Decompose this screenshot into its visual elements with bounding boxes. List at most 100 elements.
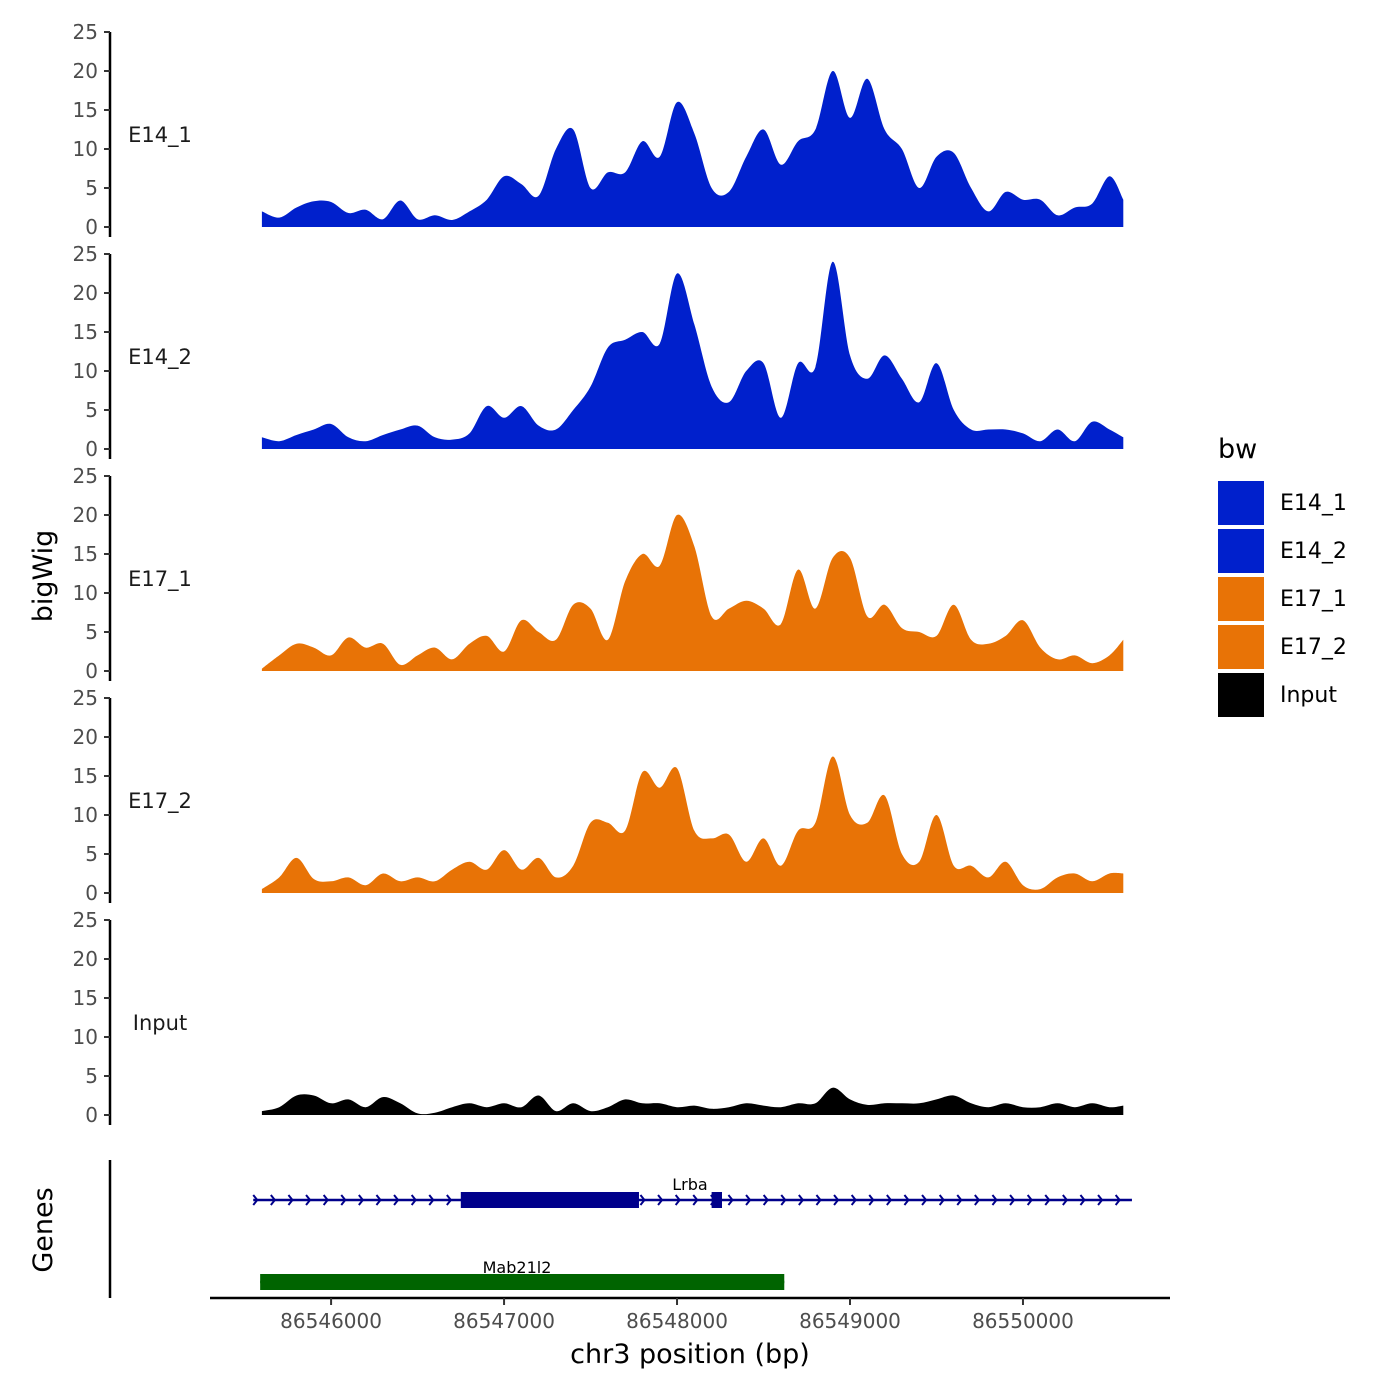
strand-arrow	[1097, 1194, 1104, 1206]
exon	[460, 1192, 639, 1208]
exon	[711, 1192, 722, 1208]
x-tick-label: 86547000	[453, 1309, 555, 1333]
x-tick-label: 86549000	[799, 1309, 901, 1333]
y-tick-label: 25	[73, 242, 98, 266]
strand-arrow	[1114, 1194, 1121, 1206]
gene-lrba: Lrba	[252, 1175, 1132, 1208]
y-tick-label: 5	[85, 842, 98, 866]
gene-mab21l2: Mab21l2	[260, 1258, 785, 1290]
signal-area	[261, 1087, 1124, 1115]
track-label: E14_2	[128, 345, 192, 370]
y-tick-label: 15	[73, 542, 98, 566]
strand-arrow	[446, 1194, 453, 1206]
strand-arrow	[252, 1194, 259, 1206]
legend-key-e17-2	[1218, 625, 1264, 669]
track-label: E17_1	[128, 567, 192, 592]
strand-arrow	[762, 1194, 769, 1206]
y-tick-label: 20	[73, 281, 98, 305]
strand-arrow	[956, 1194, 963, 1206]
x-tick-label: 86546000	[280, 1309, 382, 1333]
legend-key-e17-1	[1218, 577, 1264, 621]
y-tick-label: 15	[73, 986, 98, 1010]
x-tick-label: 86548000	[626, 1309, 728, 1333]
strand-arrow	[903, 1194, 910, 1206]
strand-arrow	[639, 1194, 646, 1206]
legend-label: E17_2	[1280, 635, 1347, 660]
track-label: Input	[133, 1011, 187, 1035]
y-tick-label: 15	[73, 320, 98, 344]
strand-arrow	[868, 1194, 875, 1206]
legend-label: E14_2	[1280, 539, 1347, 564]
strand-arrow	[850, 1194, 857, 1206]
track-e14-2: 0 5 10 15 20 25 E14_2	[73, 242, 1124, 461]
y-tick-label: 20	[73, 59, 98, 83]
strand-arrow	[322, 1194, 329, 1206]
y-tick-label: 20	[73, 503, 98, 527]
gene-label: Lrba	[672, 1175, 707, 1194]
signal-area	[261, 756, 1124, 893]
strand-arrow	[1009, 1194, 1016, 1206]
track-e14-1: 0 5 10 15 20 25 E14_1	[73, 20, 1124, 239]
strand-arrow	[674, 1194, 681, 1206]
strand-arrow	[780, 1194, 787, 1206]
y-tick-label: 15	[73, 98, 98, 122]
legend-label: Input	[1280, 683, 1337, 708]
gene-label: Mab21l2	[483, 1258, 552, 1277]
y-tick-label: 25	[73, 686, 98, 710]
strand-arrow	[991, 1194, 998, 1206]
y-tick-label: 0	[85, 1103, 98, 1127]
y-axis-title: bigWig	[28, 530, 59, 623]
strand-arrow	[692, 1194, 699, 1206]
y-tick-label: 20	[73, 947, 98, 971]
track-label: E17_2	[128, 789, 192, 814]
strand-arrow	[410, 1194, 417, 1206]
y-tick-label: 10	[73, 359, 98, 383]
strand-arrow	[745, 1194, 752, 1206]
y-tick-label: 0	[85, 215, 98, 239]
legend: bw E14_1 E14_2 E17_1 E17_2 Input	[1218, 434, 1347, 717]
strand-arrow	[886, 1194, 893, 1206]
legend-key-e14-2	[1218, 529, 1264, 573]
strand-arrow	[1026, 1194, 1033, 1206]
track-label: E14_1	[128, 123, 192, 148]
y-tick-label: 15	[73, 764, 98, 788]
strand-arrow	[375, 1194, 382, 1206]
track-e17-1: 0 5 10 15 20 25 E17_1	[73, 464, 1124, 683]
strand-arrow	[833, 1194, 840, 1206]
genes-track-title: Genes	[28, 1187, 59, 1272]
y-tick-label: 25	[73, 464, 98, 488]
y-tick-label: 25	[73, 20, 98, 44]
legend-key-input	[1218, 673, 1264, 717]
x-tick-label: 86550000	[972, 1309, 1074, 1333]
legend-title: bw	[1218, 434, 1257, 465]
y-tick-label: 5	[85, 620, 98, 644]
strand-arrow	[798, 1194, 805, 1206]
track-e17-2: 0 5 10 15 20 25 E17_2	[73, 686, 1124, 905]
bigwig-tracks: 0 5 10 15 20 25 E14_1 0 5 10 15 20 25 E14_2 0 5 10 15 20 25…	[73, 20, 1124, 1127]
y-tick-label: 10	[73, 137, 98, 161]
y-tick-label: 25	[73, 908, 98, 932]
y-tick-label: 0	[85, 881, 98, 905]
strand-arrow	[305, 1194, 312, 1206]
strand-arrow	[1062, 1194, 1069, 1206]
y-tick-label: 10	[73, 803, 98, 827]
strand-arrow	[393, 1194, 400, 1206]
signal-area	[261, 70, 1124, 227]
strand-arrow	[1044, 1194, 1051, 1206]
strand-arrow	[1079, 1194, 1086, 1206]
x-axis: 86546000 86547000 86548000 86549000 86550000	[210, 1296, 1170, 1333]
strand-arrow	[815, 1194, 822, 1206]
legend-key-e14-1	[1218, 481, 1264, 525]
y-tick-label: 5	[85, 398, 98, 422]
y-tick-label: 0	[85, 437, 98, 461]
y-tick-label: 0	[85, 659, 98, 683]
signal-area	[261, 514, 1124, 671]
strand-arrow	[727, 1194, 734, 1206]
y-tick-label: 5	[85, 176, 98, 200]
strand-arrow	[428, 1194, 435, 1206]
x-axis-title: chr3 position (bp)	[570, 1339, 810, 1370]
y-tick-label: 10	[73, 1025, 98, 1049]
strand-arrow	[287, 1194, 294, 1206]
strand-arrow	[974, 1194, 981, 1206]
